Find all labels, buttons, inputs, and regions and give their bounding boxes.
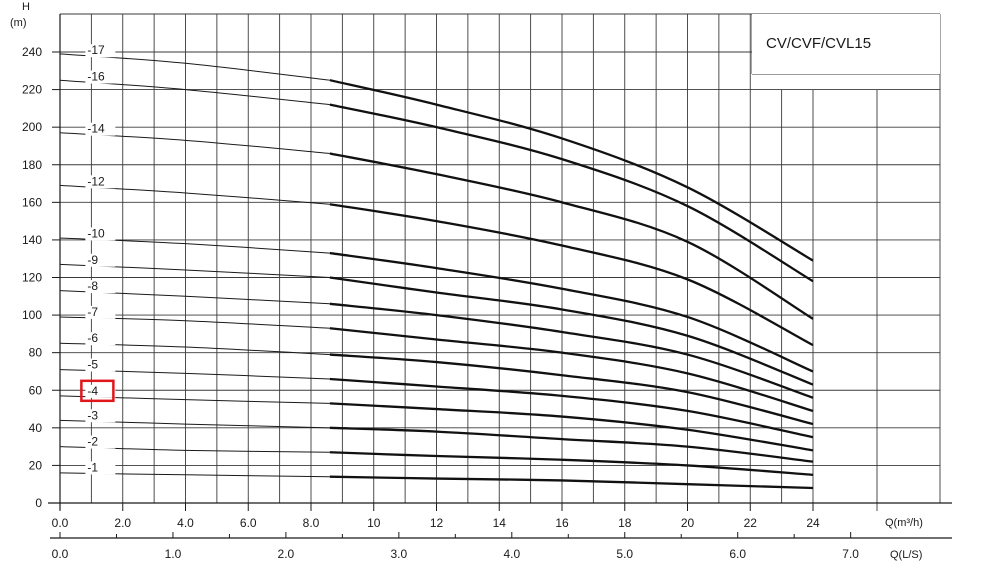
y-axis-unit: (m) <box>10 17 27 29</box>
x2-tick-label: 2.0 <box>278 547 295 561</box>
curve-label-bg <box>85 384 116 398</box>
curve-label--10: -10 <box>87 226 105 240</box>
x-tick-label: 4.0 <box>177 516 194 530</box>
curve-labels: -1 -2 -3 -4 -5 -6 -7 -8 -9 -10 -12 -14 -16 -17 <box>85 43 116 475</box>
curve-label-bg <box>85 70 116 84</box>
curve-label--3: -3 <box>87 408 98 422</box>
curve-label--1: -1 <box>87 460 98 474</box>
curve-thick--8 <box>329 302 814 399</box>
y-tick-label: 160 <box>22 195 42 209</box>
curve-thick--2 <box>329 451 814 476</box>
highlight-layer <box>80 379 115 403</box>
curve-label-bg <box>85 122 116 136</box>
curve-label-bg <box>85 332 116 346</box>
curve-thick--17 <box>329 79 814 262</box>
x-tick-label: 10 <box>367 516 381 530</box>
x2-tick-label: 0.0 <box>52 547 69 561</box>
y-tick-label: 120 <box>22 271 42 285</box>
x2-tick-labels: 0.0 1.0 2.0 3.0 4.0 5.0 6.0 7.0 <box>50 532 952 561</box>
x2-axis-label: Q(L/S) <box>890 549 922 561</box>
curve-label-bg <box>85 358 116 372</box>
x-tick-label: 14 <box>493 516 507 530</box>
y-tick-label: 0 <box>35 496 42 510</box>
y-tick-label: 80 <box>29 346 43 360</box>
curve-thick--9 <box>329 276 814 386</box>
curve-thick--1 <box>329 475 814 490</box>
y-tick-label: 240 <box>22 45 42 59</box>
x-tick-label: 16 <box>555 516 569 530</box>
x-tick-label: 2.0 <box>114 516 131 530</box>
curve-label--9: -9 <box>87 253 98 267</box>
x2-tick-label: 7.0 <box>842 547 859 561</box>
curve-label-bg <box>85 409 116 423</box>
axes: H (m) Q(m³/h) Q(L/S) <box>10 1 952 561</box>
y-tick-label: 100 <box>22 308 42 322</box>
title-area: CV/CVF/CVL15 <box>752 14 940 74</box>
x-tick-label: 0.0 <box>52 516 69 530</box>
curve-thin--14 <box>59 132 330 154</box>
curve-label--6: -6 <box>87 331 98 345</box>
curve-thick--3 <box>329 426 814 463</box>
curve-thick--14 <box>329 152 814 320</box>
x-tick-label: 22 <box>744 516 758 530</box>
curve-label-bg <box>85 280 116 294</box>
y-axis-label: H <box>22 1 30 13</box>
curve-label-bg <box>85 253 116 267</box>
x-axis-label: Q(m³/h) <box>885 517 923 529</box>
curve-label--2: -2 <box>87 435 98 449</box>
curve-thick--12 <box>329 203 814 347</box>
curve-thick--16 <box>329 103 814 283</box>
y-tick-label: 60 <box>29 383 43 397</box>
pump-curves <box>59 53 814 490</box>
curve-label-bg <box>85 461 116 475</box>
x-tick-label: 24 <box>806 516 820 530</box>
curve-label-bg <box>85 435 116 449</box>
y-tick-label: 180 <box>22 158 42 172</box>
x-tick-label: 6.0 <box>240 516 257 530</box>
curve-label--7: -7 <box>87 305 98 319</box>
x-tick-label: 18 <box>618 516 632 530</box>
y-tick-labels: 0 20 40 60 80 100 120 140 160 180 200 220 240 <box>22 45 60 510</box>
x2-tick-label: 5.0 <box>616 547 633 561</box>
x-tick-label: 12 <box>430 516 444 530</box>
curve-label-bg <box>85 44 116 58</box>
y-tick-label: 200 <box>22 120 42 134</box>
chart-title: CV/CVF/CVL15 <box>766 35 871 52</box>
curve-label-bg <box>85 175 116 189</box>
y-tick-label: 140 <box>22 233 42 247</box>
x-tick-labels: 0.0 2.0 4.0 6.0 8.0 10 12 14 16 18 20 22 24 <box>52 503 820 530</box>
y-tick-label: 220 <box>22 83 42 97</box>
x-tick-label: 8.0 <box>303 516 320 530</box>
curve-thin--16 <box>59 79 330 106</box>
curve-thick--5 <box>329 377 814 439</box>
y-tick-label: 20 <box>29 458 43 472</box>
x2-tick-label: 4.0 <box>503 547 520 561</box>
x2-tick-label: 6.0 <box>729 547 746 561</box>
curve-label--5: -5 <box>87 358 98 372</box>
curve-thick--4 <box>329 402 814 452</box>
curve-thick--6 <box>329 353 814 426</box>
x2-tick-label: 3.0 <box>391 547 408 561</box>
title-box-background <box>752 14 940 74</box>
curve-label-bg <box>85 227 116 241</box>
curve-label--17: -17 <box>87 43 105 57</box>
curve-label-bg <box>85 305 116 319</box>
curve-label--8: -8 <box>87 279 98 293</box>
curve-label--12: -12 <box>87 174 105 188</box>
curve-thick--10 <box>329 251 814 373</box>
x2-tick-label: 1.0 <box>165 547 182 561</box>
curve-label--4: -4 <box>87 384 98 398</box>
y-tick-label: 40 <box>29 421 43 435</box>
x-tick-label: 20 <box>681 516 695 530</box>
curve-label--16: -16 <box>87 70 105 84</box>
curve-label--14: -14 <box>87 122 105 136</box>
highlight-box <box>80 379 115 403</box>
curve-thick--7 <box>329 327 814 413</box>
